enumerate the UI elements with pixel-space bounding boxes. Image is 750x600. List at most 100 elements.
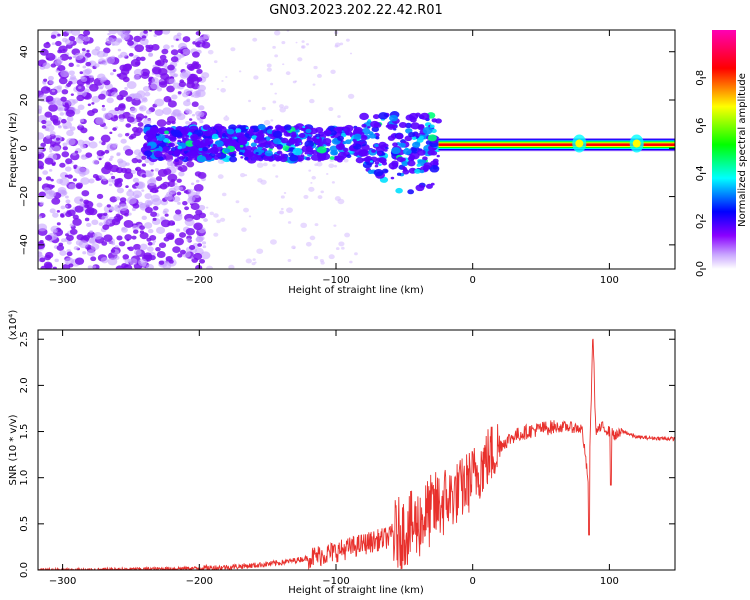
noise-blob: [120, 51, 128, 58]
noise-blob: [72, 218, 82, 226]
signal-blob: [427, 149, 435, 156]
signal-blob: [248, 128, 255, 133]
noise-blob: [97, 73, 106, 81]
noise-blob: [133, 149, 142, 156]
noise-blob: [114, 255, 120, 260]
signal-blob: [295, 142, 301, 147]
noise-blob: [113, 115, 118, 119]
noise-blob: [160, 216, 165, 220]
noise-blob: [93, 231, 103, 240]
signal-blob: [202, 147, 208, 152]
noise-blob: [66, 251, 73, 257]
noise-blob: [334, 196, 341, 202]
noise-blob: [202, 245, 207, 249]
noise-blob: [197, 243, 203, 247]
noise-blob: [235, 200, 240, 204]
noise-blob: [279, 107, 286, 113]
noise-blob: [81, 154, 86, 158]
signal-blob: [407, 160, 416, 167]
noise-blob: [78, 240, 89, 249]
signal-blob: [146, 145, 152, 149]
noise-blob: [56, 222, 61, 226]
noise-blob: [129, 107, 138, 114]
noise-blob: [139, 230, 145, 234]
noise-blob: [184, 206, 190, 211]
noise-blob: [287, 221, 292, 224]
noise-blob: [143, 115, 148, 119]
noise-blob: [112, 127, 117, 131]
noise-blob: [121, 263, 128, 269]
noise-blob: [266, 67, 272, 72]
signal-blob: [202, 124, 211, 130]
signal-blob: [370, 120, 380, 128]
noise-blob: [191, 51, 200, 58]
noise-blob: [317, 195, 323, 200]
noise-blob: [195, 190, 201, 195]
signal-blob: [153, 150, 163, 158]
noise-blob: [225, 76, 228, 78]
noise-blob: [281, 41, 286, 45]
noise-blob: [55, 69, 60, 73]
noise-blob: [182, 36, 191, 43]
noise-blob: [273, 30, 281, 36]
signal-blob: [289, 154, 299, 162]
noise-blob: [96, 149, 105, 157]
noise-blob: [39, 48, 49, 56]
signal-blob: [374, 143, 379, 148]
signal-blob: [175, 132, 183, 138]
noise-blob: [134, 96, 140, 101]
noise-blob: [59, 250, 67, 256]
noise-blob: [60, 205, 66, 210]
signal-blob: [274, 154, 282, 161]
signal-blob: [423, 162, 433, 169]
noise-blob: [38, 241, 46, 250]
noise-blob: [133, 68, 143, 77]
noise-blob: [292, 80, 297, 84]
noise-blob: [132, 177, 140, 183]
noise-blob: [62, 146, 68, 151]
noise-blob: [176, 178, 182, 183]
noise-blob: [160, 219, 171, 228]
signal-blob: [402, 148, 412, 155]
noise-blob: [48, 146, 55, 151]
signal-blob: [257, 146, 263, 151]
noise-blob: [193, 222, 203, 231]
noise-blob: [161, 48, 169, 55]
noise-blob: [38, 147, 43, 155]
noise-blob: [59, 177, 70, 186]
noise-blob: [64, 257, 75, 266]
noise-blob: [38, 132, 45, 140]
noise-blob: [154, 189, 159, 193]
signal-blob: [257, 134, 261, 137]
noise-blob: [272, 100, 277, 104]
noise-blob: [183, 100, 191, 107]
noise-blob: [283, 192, 287, 195]
signal-blob: [322, 137, 332, 145]
noise-blob: [220, 88, 226, 93]
noise-blob: [115, 196, 121, 201]
noise-blob: [141, 163, 147, 167]
noise-blob: [41, 119, 47, 125]
snr-frame: [37, 329, 676, 571]
noise-blob: [178, 81, 187, 88]
noise-blob: [256, 162, 264, 168]
signal-blob: [396, 156, 404, 162]
signal-blob: [391, 124, 398, 129]
noise-blob: [148, 52, 154, 57]
noise-blob: [43, 42, 51, 49]
noise-blob: [269, 239, 277, 245]
snr-marks: [38, 338, 675, 570]
signal-blob: [305, 156, 311, 161]
signal-blob: [234, 136, 238, 140]
noise-blob: [126, 196, 137, 205]
signal-blob: [190, 133, 199, 141]
signal-blob: [244, 133, 250, 137]
signal-blob: [398, 122, 407, 129]
noise-blob: [162, 107, 172, 115]
noise-blob: [51, 42, 56, 46]
noise-blob: [193, 252, 203, 261]
signal-blob: [156, 133, 160, 136]
signal-blob: [369, 160, 374, 163]
signal-blob: [268, 141, 274, 146]
noise-blob: [88, 136, 95, 141]
